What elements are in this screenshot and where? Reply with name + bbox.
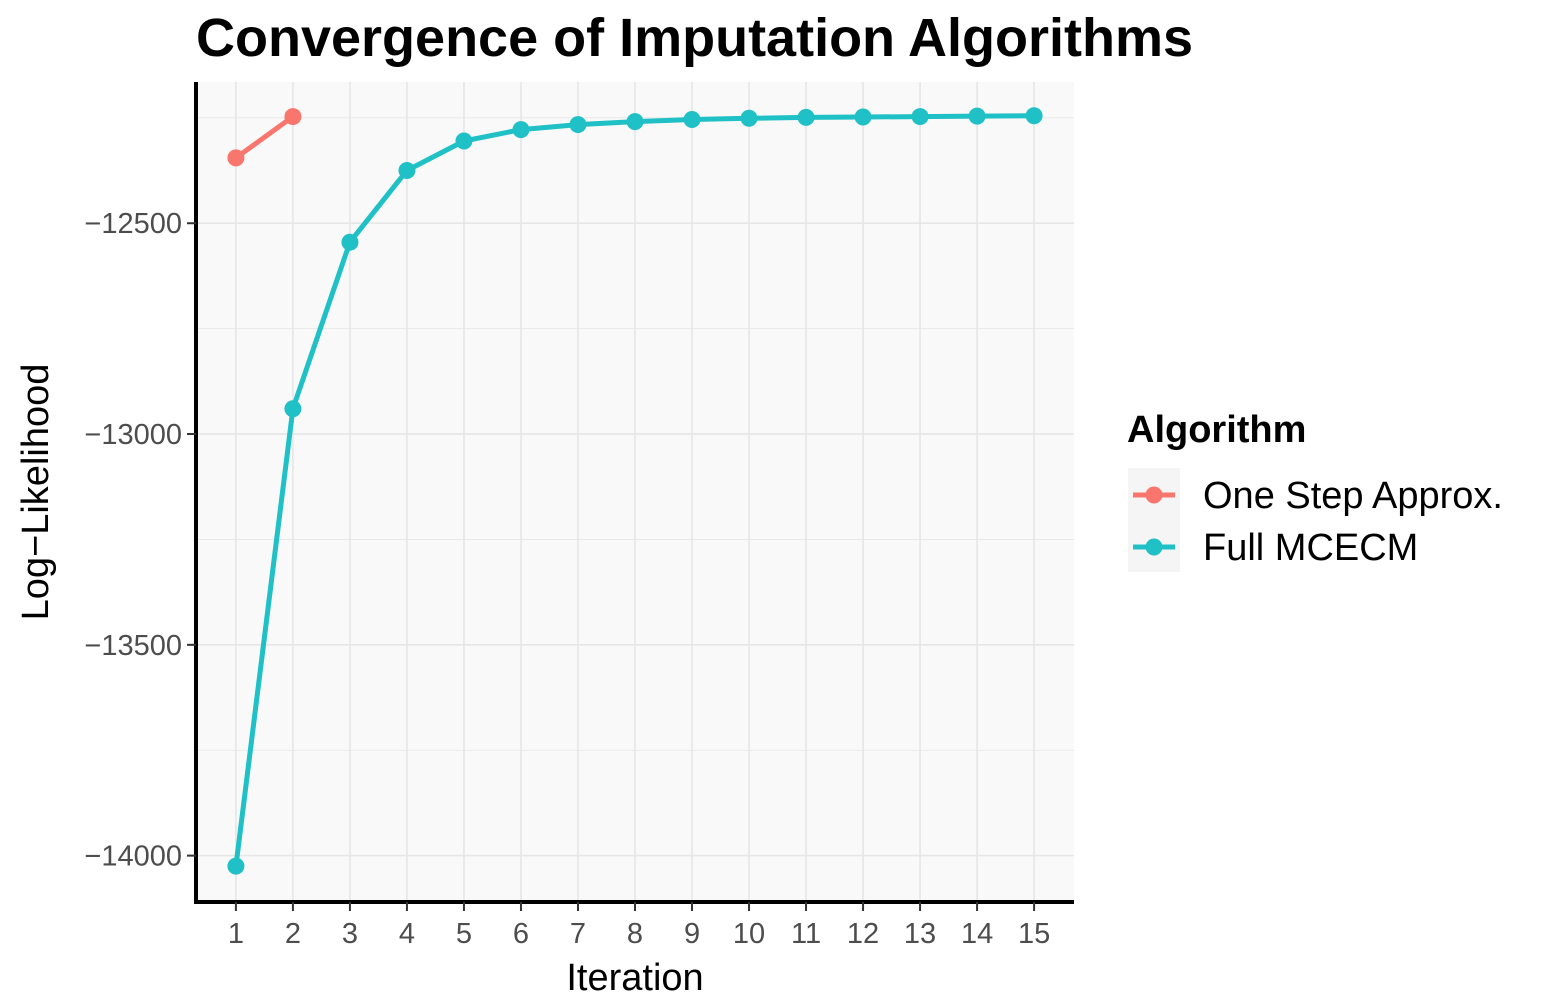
full-mcecm-point-5 <box>455 132 473 150</box>
full-mcecm-point-4 <box>398 162 416 180</box>
one-step-approx-point-2 <box>284 108 302 126</box>
x-axis: 1 2 3 4 5 6 7 8 9 10 11 12 13 14 15 <box>228 902 1050 950</box>
full-mcecm-point-2 <box>284 400 302 418</box>
full-mcecm-point-7 <box>569 116 587 134</box>
data-series <box>227 107 1043 875</box>
full-mcecm-point-8 <box>626 113 644 131</box>
full-mcecm-legend-label: Full MCECM <box>1203 527 1418 569</box>
y-axis: −14000 −13500 −13000 −12500 <box>84 208 196 873</box>
full-mcecm-point-12 <box>854 108 872 126</box>
x-tick-label-15: 15 <box>1018 918 1050 950</box>
full-mcecm-point-15 <box>1025 107 1043 125</box>
x-tick-label-9: 9 <box>684 918 700 950</box>
full-mcecm-point-1 <box>227 857 245 875</box>
x-tick-label-11: 11 <box>791 918 821 950</box>
x-tick-label-14: 14 <box>961 918 993 950</box>
y-tick-label-4: −12500 <box>84 208 182 240</box>
full-mcecm-point-14 <box>968 107 986 125</box>
one-step-approx-legend-label: One Step Approx. <box>1203 475 1503 517</box>
chart-title: Convergence of Imputation Algorithms <box>196 8 1193 68</box>
full-mcecm-point-11 <box>797 108 815 126</box>
full-mcecm-point-6 <box>512 121 530 139</box>
full-mcecm-point-13 <box>911 108 929 126</box>
one-step-approx-legend-marker <box>1145 486 1163 504</box>
x-tick-label-12: 12 <box>847 918 879 950</box>
x-tick-label-3: 3 <box>342 918 358 950</box>
legend-title: Algorithm <box>1127 409 1306 451</box>
full-mcecm-point-9 <box>683 111 701 129</box>
grid-lines <box>196 82 1074 902</box>
x-axis-title: Iteration <box>566 957 703 999</box>
one-step-approx-point-1 <box>227 149 245 167</box>
y-tick-label-2: −13500 <box>84 630 182 662</box>
full-mcecm-legend-marker <box>1145 538 1163 556</box>
x-tick-label-1: 1 <box>228 918 244 950</box>
y-axis-title: Log−Likelihood <box>15 364 57 621</box>
x-tick-label-7: 7 <box>570 918 586 950</box>
x-tick-label-5: 5 <box>456 918 472 950</box>
full-mcecm-point-10 <box>740 109 758 127</box>
one-step-approx-line <box>233 114 296 161</box>
x-tick-label-10: 10 <box>733 918 765 950</box>
y-tick-label-1: −14000 <box>84 841 182 873</box>
legend: Algorithm One Step Approx. Full MCECM <box>1127 409 1503 572</box>
x-tick-label-4: 4 <box>399 918 415 950</box>
x-tick-label-6: 6 <box>513 918 529 950</box>
full-mcecm-point-3 <box>341 233 359 251</box>
y-tick-label-3: −13000 <box>84 419 182 451</box>
x-tick-label-13: 13 <box>904 918 936 950</box>
x-tick-label-8: 8 <box>627 918 643 950</box>
x-tick-label-2: 2 <box>285 918 301 950</box>
